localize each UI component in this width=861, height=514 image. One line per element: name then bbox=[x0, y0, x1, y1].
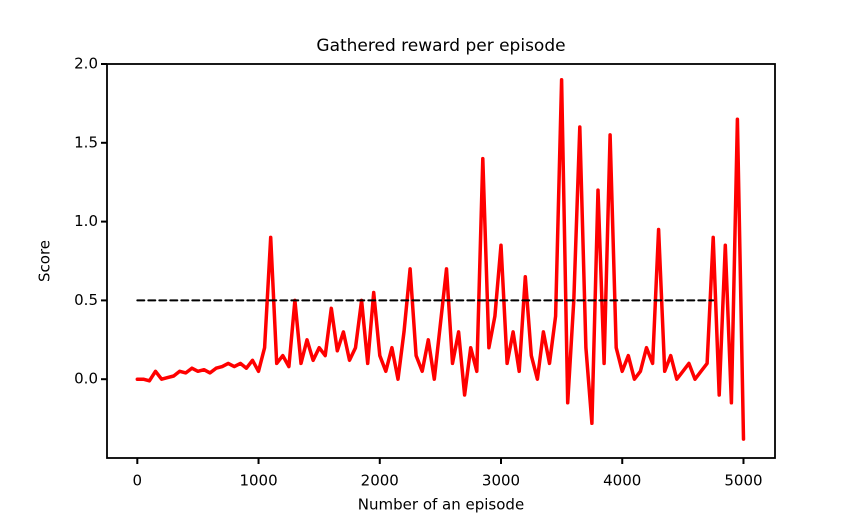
x-tick-label: 5000 bbox=[724, 472, 762, 490]
plot-frame bbox=[106, 63, 776, 459]
chart-title: Gathered reward per episode bbox=[316, 36, 565, 56]
y-tick-label: 0.5 bbox=[74, 291, 98, 309]
x-tick-label: 1000 bbox=[239, 472, 277, 490]
x-tick-label: 2000 bbox=[361, 472, 399, 490]
y-tick-label: 0.0 bbox=[74, 370, 98, 388]
x-axis-label: Number of an episode bbox=[358, 496, 524, 514]
series-line bbox=[135, 78, 746, 441]
x-tick-label: 0 bbox=[133, 472, 143, 490]
y-tick-label: 2.0 bbox=[74, 55, 98, 73]
x-tick-label: 4000 bbox=[603, 472, 641, 490]
y-tick-label: 1.5 bbox=[74, 133, 98, 151]
y-tick-label: 1.0 bbox=[74, 212, 98, 230]
x-tick-label: 3000 bbox=[482, 472, 520, 490]
y-axis-label: Score bbox=[36, 240, 54, 282]
